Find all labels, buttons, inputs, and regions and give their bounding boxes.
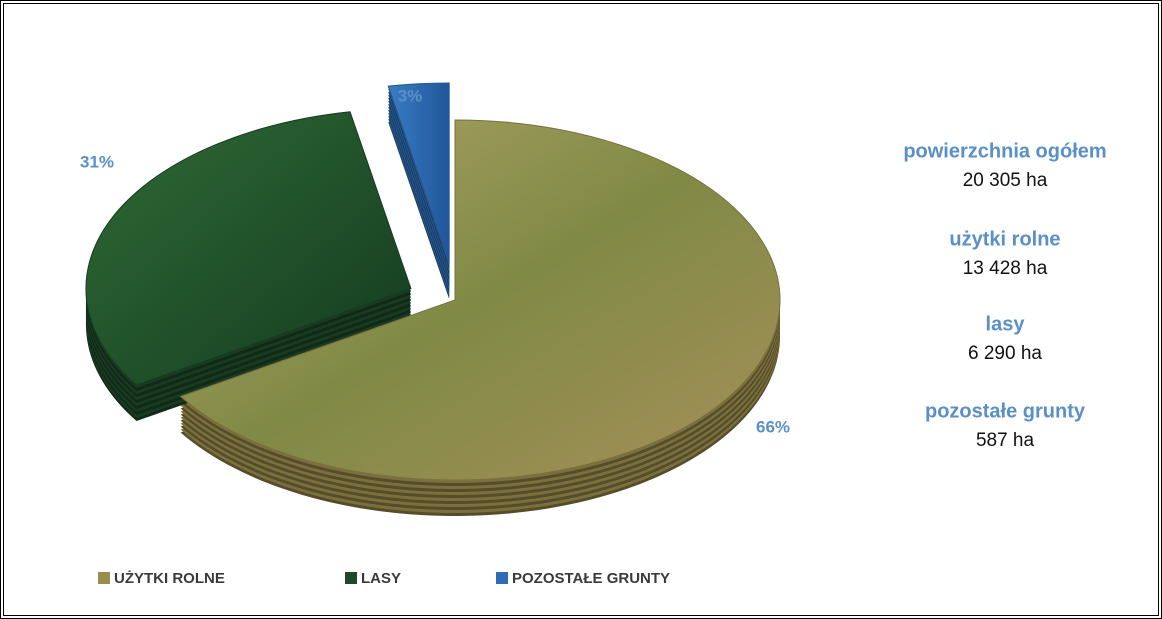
legend-text: POZOSTAŁE GRUNTY (512, 570, 670, 587)
legend-text: LASY (361, 570, 401, 587)
legend-text: UŻYTKI ROLNE (114, 570, 225, 587)
legend-swatch (345, 572, 357, 584)
stat-value: 6 290 ha (968, 343, 1042, 364)
stat-label: pozostałe grunty (925, 400, 1086, 422)
value-label: 31% (80, 152, 114, 171)
legend-swatch (98, 572, 110, 584)
legend-swatch (496, 572, 508, 584)
value-label: 3% (398, 86, 423, 105)
stat-value: 587 ha (976, 430, 1035, 451)
chart: 66% 31% 3% UŻYTKI ROLNE LASY POZOSTAŁE GRUNTY… (0, 0, 1162, 619)
stat-value: 20 305 ha (963, 170, 1048, 191)
stat-label: powierzchnia ogółem (903, 140, 1106, 162)
stat-value: 13 428 ha (963, 258, 1048, 279)
stat-label: użytki rolne (949, 228, 1060, 250)
stat-label: lasy (986, 313, 1026, 335)
slice (388, 83, 449, 263)
value-label: 66% (756, 417, 790, 436)
